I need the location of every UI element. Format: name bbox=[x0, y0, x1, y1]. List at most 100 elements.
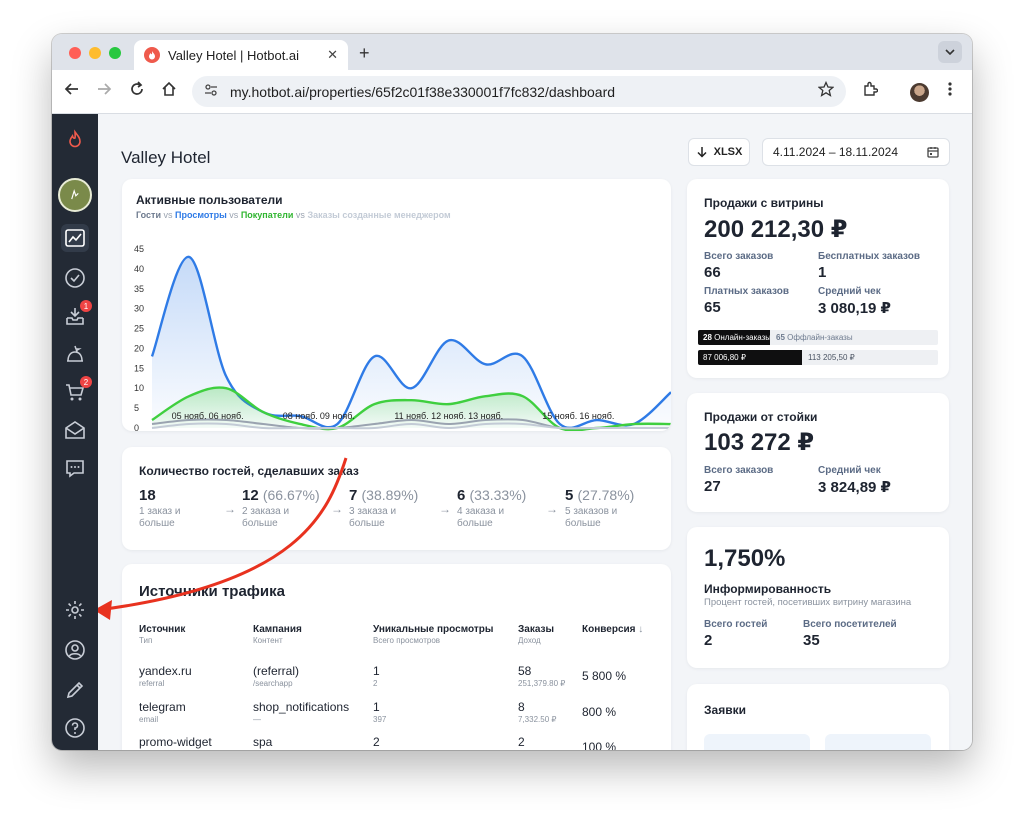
cell-content: /searchapp bbox=[253, 679, 293, 688]
tab-search-chevron-down-icon[interactable] bbox=[938, 41, 962, 63]
maximize-window-button[interactable] bbox=[109, 47, 121, 59]
funnel-step-5: 5 (27.78%) 5 заказов и больше bbox=[565, 487, 675, 530]
revenue-split-bar: 87 006,80 ₽ 113 205,50 ₽ bbox=[698, 350, 938, 365]
counter-sales-card: Продажи от стойки 103 272 ₽ Всего заказо… bbox=[687, 393, 949, 512]
cell-views: 1 bbox=[373, 664, 380, 678]
tab-strip: Valley Hotel | Hotbot.ai ✕ + bbox=[52, 34, 972, 70]
funnel-title: Количество гостей, сделавших заказ bbox=[139, 464, 359, 478]
sidebar-item-mailing[interactable] bbox=[61, 416, 89, 444]
home-icon[interactable] bbox=[161, 81, 177, 102]
funnel-step-4: 6 (33.33%) 4 заказа и больше bbox=[457, 487, 567, 530]
sort-arrow-down-icon: ↓ bbox=[638, 624, 644, 635]
col-views-header[interactable]: Уникальные просмотры Всего просмотров bbox=[373, 624, 494, 645]
total-orders-label: Всего заказов bbox=[704, 251, 774, 262]
hotbot-logo-icon[interactable] bbox=[61, 126, 89, 154]
counter-title: Продажи от стойки bbox=[704, 410, 818, 424]
avg-check-value: 3 080,19 ₽ bbox=[818, 300, 891, 317]
sidebar-item-services[interactable] bbox=[61, 340, 89, 368]
new-tab-button[interactable]: + bbox=[359, 43, 370, 63]
request-tile[interactable] bbox=[704, 734, 810, 750]
sidebar-item-cart[interactable]: 2 bbox=[61, 376, 92, 406]
awareness-card: 1,750% Информированность Процент гостей,… bbox=[687, 527, 949, 668]
sidebar-item-settings-gear-icon[interactable] bbox=[61, 596, 89, 624]
back-arrow-icon[interactable] bbox=[64, 81, 80, 102]
cell-type: email bbox=[139, 715, 159, 724]
funnel-count: 7 bbox=[349, 487, 358, 504]
request-tile[interactable] bbox=[825, 734, 931, 750]
cell-revenue: 7,332.50 ₽ bbox=[518, 715, 557, 724]
y-tick-label: 35 bbox=[134, 284, 144, 294]
online-revenue-value: 87 006,80 ₽ bbox=[703, 353, 746, 362]
funnel-pct: (27.78%) bbox=[577, 487, 635, 503]
y-tick-label: 20 bbox=[134, 343, 144, 353]
profile-avatar[interactable] bbox=[910, 83, 929, 102]
extensions-puzzle-icon[interactable] bbox=[862, 81, 879, 102]
property-avatar[interactable] bbox=[58, 178, 92, 212]
funnel-count: 12 bbox=[242, 487, 259, 504]
active-users-title: Активные пользователи bbox=[136, 193, 283, 207]
col-source-header[interactable]: Источник Тип bbox=[139, 624, 186, 645]
y-tick-label: 0 bbox=[134, 423, 139, 431]
sidebar-item-inbox[interactable]: 1 bbox=[61, 300, 92, 330]
requests-title: Заявки bbox=[704, 703, 746, 717]
cell-orders: 58 bbox=[518, 664, 532, 678]
export-xlsx-button[interactable]: XLSX bbox=[688, 138, 750, 166]
date-range-picker[interactable]: 4.11.2024 – 18.11.2024 bbox=[762, 138, 950, 166]
url-text[interactable]: my.hotbot.ai/properties/65f2c01f38e33000… bbox=[230, 83, 616, 100]
total-guests-label: Всего гостей bbox=[704, 619, 768, 630]
browser-toolbar: my.hotbot.ai/properties/65f2c01f38e33000… bbox=[52, 70, 972, 114]
close-window-button[interactable] bbox=[69, 47, 81, 59]
site-settings-icon[interactable] bbox=[204, 84, 218, 99]
cell-campaign: (referral) bbox=[253, 664, 300, 678]
counter-avg-value: 3 824,89 ₽ bbox=[818, 479, 891, 496]
sidebar-item-dashboard[interactable] bbox=[61, 224, 89, 252]
browser-tab[interactable]: Valley Hotel | Hotbot.ai ✕ bbox=[134, 40, 348, 70]
offline-orders-count: 65 bbox=[776, 333, 785, 342]
calendar-icon bbox=[927, 147, 939, 158]
cell-orders: 8 bbox=[518, 700, 525, 714]
cell-views: 2 bbox=[373, 735, 380, 749]
y-tick-label: 5 bbox=[134, 403, 139, 413]
forward-arrow-icon[interactable] bbox=[96, 81, 112, 102]
x-tick-label: 05 нояб. bbox=[172, 411, 207, 421]
offline-revenue-value: 113 205,50 ₽ bbox=[808, 353, 855, 362]
y-tick-label: 15 bbox=[134, 363, 144, 373]
reload-icon[interactable] bbox=[129, 81, 145, 102]
cell-campaign: spa bbox=[253, 735, 273, 749]
sidebar-item-tasks[interactable] bbox=[61, 264, 89, 292]
cell-conversion: 5 800 % bbox=[582, 669, 627, 683]
export-xlsx-label: XLSX bbox=[713, 146, 743, 158]
x-tick-label: 06 нояб. bbox=[209, 411, 244, 421]
total-visitors-label: Всего посетителей bbox=[803, 619, 897, 630]
more-menu-icon[interactable] bbox=[948, 81, 952, 102]
active-users-card: Активные пользователи Гости vs Просмотры… bbox=[122, 179, 671, 431]
legend-manager-orders: Заказы созданные менеджером bbox=[307, 210, 451, 220]
tab-close-icon[interactable]: ✕ bbox=[327, 47, 338, 62]
cell-type: referral bbox=[139, 679, 165, 688]
minimize-window-button[interactable] bbox=[89, 47, 101, 59]
free-orders-value: 1 bbox=[818, 264, 827, 281]
online-orders-count: 28 bbox=[703, 333, 712, 342]
x-tick-label: 15 нояб. bbox=[542, 411, 577, 421]
paid-orders-label: Платных заказов bbox=[704, 286, 789, 297]
sidebar-item-help-icon[interactable] bbox=[61, 714, 89, 742]
sidebar-item-chat[interactable] bbox=[61, 454, 89, 482]
buyers-series-line bbox=[151, 386, 671, 431]
col-orders-header[interactable]: Заказы Доход bbox=[518, 624, 555, 645]
active-users-chart: 0 5 10 15 20 25 30 35 40 45 05 нояб. 06 нояб. 08 ноя… bbox=[134, 244, 671, 431]
address-bar[interactable]: my.hotbot.ai/properties/65f2c01f38e33000… bbox=[192, 76, 846, 107]
col-conversion-header[interactable]: Конверсия ↓ bbox=[582, 624, 644, 635]
total-guests-value: 2 bbox=[704, 632, 713, 649]
bookmark-star-icon[interactable] bbox=[817, 80, 835, 102]
requests-card: Заявки bbox=[687, 684, 949, 750]
cell-source: telegram bbox=[139, 700, 186, 714]
funnel-count: 5 bbox=[565, 487, 574, 504]
sidebar-item-edit-pencil-icon[interactable] bbox=[61, 676, 89, 704]
cell-views-total: 397 bbox=[373, 715, 387, 724]
legend-vs-3: vs bbox=[295, 210, 305, 220]
online-orders-segment: 28 Онлайн-заказы bbox=[698, 330, 770, 345]
x-tick-label: 16 нояб. bbox=[579, 411, 614, 421]
col-campaign-header[interactable]: Кампания Контент bbox=[253, 624, 302, 645]
browser-window: Valley Hotel | Hotbot.ai ✕ + my.hotbot.a… bbox=[52, 34, 972, 750]
sidebar-item-profile-user-icon[interactable] bbox=[61, 636, 89, 664]
